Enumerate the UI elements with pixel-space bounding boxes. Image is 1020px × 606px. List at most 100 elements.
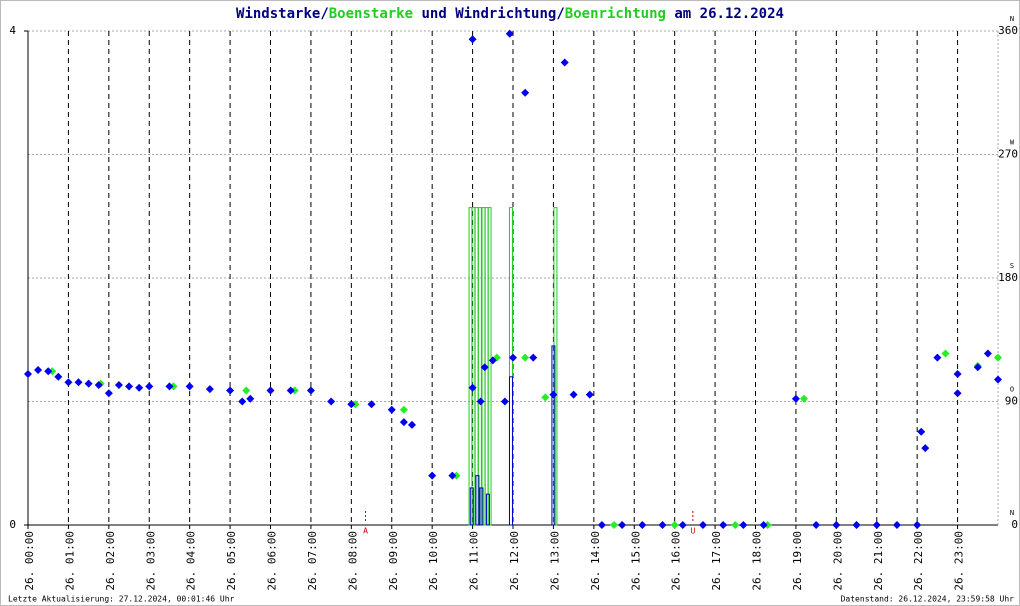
point xyxy=(246,394,255,403)
footer-left: Letzte Aktualisierung: 27.12.2024, 00:01… xyxy=(8,595,235,604)
point xyxy=(428,471,437,480)
bar xyxy=(469,487,474,526)
point xyxy=(892,521,901,529)
x-tick-label: 26. 12:00 xyxy=(508,531,521,591)
footer-right: Datenstand: 26.12.2024, 23:59:58 Uhr xyxy=(841,595,1015,604)
bar xyxy=(485,493,490,526)
point xyxy=(569,390,578,399)
title-part: / xyxy=(556,6,564,22)
point xyxy=(34,365,43,374)
point xyxy=(266,386,275,395)
x-tick-label: 26. 08:00 xyxy=(346,531,359,591)
x-tick-label: 26. 00:00 xyxy=(23,531,36,591)
point xyxy=(994,353,1002,362)
point xyxy=(165,382,174,391)
point xyxy=(731,521,740,529)
point xyxy=(763,521,772,529)
point xyxy=(480,363,489,372)
point xyxy=(452,471,461,480)
point xyxy=(521,88,530,97)
point xyxy=(407,420,416,429)
point xyxy=(585,390,594,399)
x-tick-label: 26. 22:00 xyxy=(912,531,925,591)
annotation-label: U xyxy=(690,527,695,536)
point xyxy=(739,521,748,529)
point xyxy=(327,397,336,406)
point xyxy=(812,521,821,529)
y2-tick-label: 90 xyxy=(1005,395,1018,408)
point xyxy=(399,418,408,427)
x-tick-label: 26. 17:00 xyxy=(710,531,723,591)
point xyxy=(983,349,992,358)
point xyxy=(941,349,950,358)
point xyxy=(64,378,73,387)
point xyxy=(238,397,247,406)
point xyxy=(791,394,800,403)
y2-direction-label: N xyxy=(1010,509,1014,517)
point xyxy=(54,372,63,381)
point xyxy=(658,521,667,529)
point xyxy=(306,386,315,395)
bar xyxy=(475,475,480,526)
annotation-label: A xyxy=(363,527,368,536)
y2-tick-label: 180 xyxy=(998,271,1018,284)
point xyxy=(921,444,930,453)
point xyxy=(468,35,477,44)
point xyxy=(759,521,768,529)
point xyxy=(610,521,619,529)
point xyxy=(917,427,926,436)
y2-tick-label: 270 xyxy=(998,148,1018,161)
chart-title: Windstarke/Boenstarke und Windrichtung/B… xyxy=(236,6,784,22)
x-tick-label: 26. 09:00 xyxy=(387,531,400,591)
point xyxy=(387,405,396,414)
x-tick-label: 26. 01:00 xyxy=(63,531,76,591)
point xyxy=(399,405,408,414)
point xyxy=(290,386,299,395)
y2-tick-label: 360 xyxy=(998,24,1018,37)
bar xyxy=(553,207,558,526)
title-part: Boenrichtung xyxy=(565,6,666,22)
point xyxy=(476,397,485,406)
point xyxy=(719,521,728,529)
x-tick-label: 26. 02:00 xyxy=(104,531,117,591)
point xyxy=(638,521,647,529)
point xyxy=(185,382,194,391)
point xyxy=(618,521,627,529)
point xyxy=(347,400,356,409)
bar xyxy=(551,345,556,526)
x-tick-label: 26. 06:00 xyxy=(266,531,279,591)
x-tick-label: 26. 23:00 xyxy=(953,531,966,591)
point xyxy=(448,471,457,480)
point xyxy=(468,383,477,392)
point xyxy=(242,386,251,395)
x-tick-label: 26. 14:00 xyxy=(589,531,602,591)
point xyxy=(145,382,154,391)
bar xyxy=(508,376,513,526)
point xyxy=(872,521,881,529)
point xyxy=(670,521,679,529)
point xyxy=(953,389,962,398)
x-tick-label: 26. 20:00 xyxy=(831,531,844,591)
point xyxy=(74,378,83,387)
x-tick-label: 26. 03:00 xyxy=(144,531,157,591)
point xyxy=(933,353,942,362)
point xyxy=(125,382,134,391)
point xyxy=(560,58,569,67)
x-tick-label: 26. 19:00 xyxy=(791,531,804,591)
point xyxy=(521,353,530,362)
point xyxy=(973,363,982,372)
point xyxy=(505,29,514,38)
y-tick-label: 0 xyxy=(9,518,16,531)
x-tick-label: 26. 04:00 xyxy=(185,531,198,591)
point xyxy=(367,400,376,409)
x-tick-label: 26. 18:00 xyxy=(751,531,764,591)
point xyxy=(104,389,113,398)
point xyxy=(286,386,295,395)
title-part: Boenstarke xyxy=(329,6,413,22)
x-tick-label: 26. 16:00 xyxy=(670,531,683,591)
point xyxy=(351,400,360,409)
point xyxy=(549,390,558,399)
point xyxy=(509,353,517,362)
